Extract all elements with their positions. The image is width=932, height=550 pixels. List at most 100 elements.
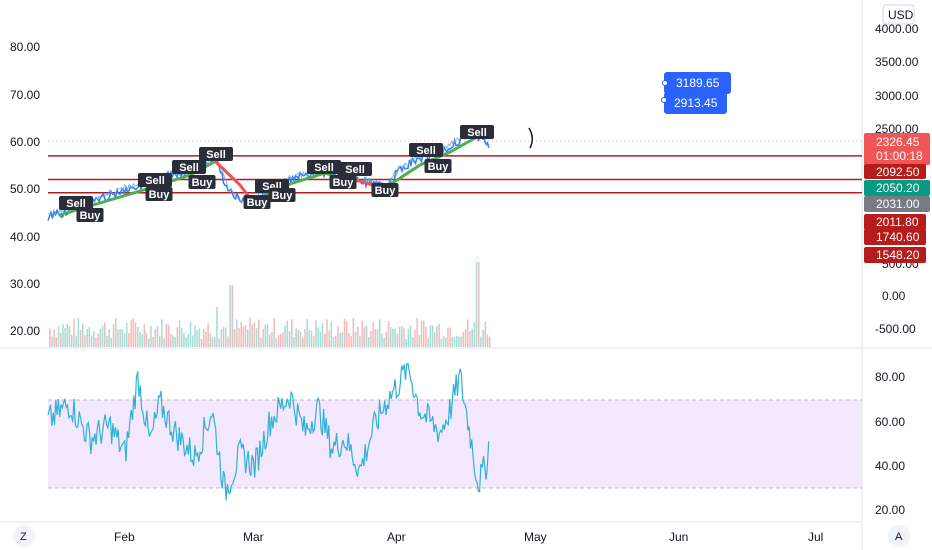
- volume-bar: [361, 320, 363, 347]
- volume-bar: [130, 320, 132, 347]
- volume-bar: [172, 335, 174, 347]
- volume-bar: [253, 322, 256, 347]
- volume-bar: [407, 328, 410, 347]
- left-tick-40: 40.00: [10, 230, 40, 244]
- volume-bar: [211, 337, 214, 347]
- left-tick-70: 70.00: [10, 88, 40, 102]
- volume-bar: [218, 338, 220, 347]
- volume-bar: [214, 337, 216, 347]
- left-tick-50: 50.00: [10, 182, 40, 196]
- volume-bar: [93, 331, 95, 347]
- signal-text: Buy: [375, 185, 397, 197]
- volume-bar: [183, 332, 185, 347]
- horizontal-levels[interactable]: [48, 155, 862, 194]
- volume-bar: [394, 328, 396, 347]
- volume-bar: [346, 321, 348, 347]
- right-axis[interactable]: USD 4000.00 3500.00 3000.00 2500.00 500.…: [875, 4, 919, 336]
- volume-bar: [299, 331, 302, 347]
- signal-text: Sell: [416, 145, 436, 157]
- volume-bar: [359, 336, 361, 347]
- volume-bar: [110, 338, 113, 347]
- timezone-button-label: Z: [20, 531, 27, 543]
- volume-bar: [60, 332, 62, 347]
- volume-bar: [418, 335, 421, 347]
- volume-bar: [436, 325, 438, 347]
- signal-sell-14: Sell: [409, 143, 443, 157]
- volume-bar: [409, 325, 412, 347]
- volume-bar: [332, 337, 335, 347]
- volume-bar: [196, 330, 198, 347]
- volume-bar: [141, 334, 143, 347]
- price-label-countdown: 01:00:18: [876, 149, 923, 163]
- signal-sell-16: Sell: [460, 125, 494, 139]
- volume-bar: [262, 328, 264, 347]
- volume-bar: [416, 317, 418, 347]
- volume-bar: [260, 337, 262, 347]
- volume-bar: [99, 328, 102, 347]
- volume-bar: [326, 319, 328, 347]
- volume-bar: [271, 332, 273, 347]
- price-label-2092: 2092.50: [876, 165, 920, 179]
- volume-bar: [462, 332, 465, 347]
- volume-bar: [376, 329, 379, 347]
- volume-bar: [396, 333, 399, 347]
- time-tick-feb: Feb: [114, 530, 135, 544]
- volume-bar: [143, 323, 146, 347]
- auto-scale-button-label: A: [895, 531, 903, 543]
- volume-bar: [429, 325, 432, 347]
- volume-bar: [484, 321, 487, 347]
- volume-bar: [352, 317, 355, 347]
- volume-bar: [117, 329, 119, 347]
- time-axis[interactable]: Feb Mar Apr May Jun Jul: [114, 530, 823, 544]
- volume-bar: [84, 335, 86, 347]
- price-label-1740-bg: [864, 229, 926, 245]
- volume-bar: [115, 318, 117, 347]
- volume-bar: [251, 324, 253, 347]
- volume-bar: [363, 327, 366, 347]
- volume-bar: [167, 324, 170, 347]
- currency-badge[interactable]: [882, 4, 915, 25]
- drawing-arc[interactable]: [528, 127, 533, 149]
- volume-bar: [62, 324, 64, 347]
- price-labels: 2326.45 01:00:18 2092.50 2050.20 2031.00…: [864, 133, 930, 263]
- floating-label-2[interactable]: 2913.45: [661, 92, 728, 114]
- volume-bar: [119, 329, 121, 347]
- signal-text: Buy: [80, 210, 102, 222]
- signal-text: Sell: [145, 175, 165, 187]
- volume-bar: [431, 325, 434, 347]
- price-label-2011-bg: [864, 214, 926, 230]
- volume-bar: [315, 320, 317, 347]
- rsi-tick-40: 40.00: [875, 459, 905, 473]
- price-label-2050: 2050.20: [876, 181, 920, 195]
- price-label-last-bg: [864, 133, 930, 165]
- volume-bar: [348, 332, 350, 347]
- volume-bar: [293, 337, 295, 347]
- volume-bar: [187, 333, 190, 347]
- volume-bar: [425, 326, 427, 347]
- volume-bar: [442, 336, 445, 347]
- timezone-button[interactable]: Z: [13, 525, 35, 547]
- volume-bar: [150, 326, 152, 347]
- volume-bar: [458, 336, 460, 347]
- volume-bar: [79, 329, 82, 347]
- volume-bar: [398, 326, 401, 347]
- volume-bar: [473, 321, 476, 347]
- rsi-tick-20: 20.00: [875, 503, 905, 517]
- signal-sell-4: Sell: [172, 160, 206, 174]
- volume-bar: [242, 327, 245, 347]
- volume-bar: [475, 262, 478, 347]
- volume-bar: [447, 328, 449, 347]
- signal-text: Buy: [247, 197, 269, 209]
- volume-bar: [82, 324, 84, 347]
- floating-label-1[interactable]: 3189.65: [662, 72, 732, 94]
- volume-bar: [434, 332, 436, 347]
- volume-bar: [464, 328, 467, 347]
- volume-bar: [328, 330, 330, 347]
- volume-bar: [165, 323, 168, 347]
- volume-bar: [324, 333, 326, 347]
- volume-bar: [339, 332, 341, 347]
- volume-bar: [405, 339, 407, 347]
- auto-scale-button[interactable]: A: [888, 525, 910, 547]
- volume-bar: [57, 326, 60, 347]
